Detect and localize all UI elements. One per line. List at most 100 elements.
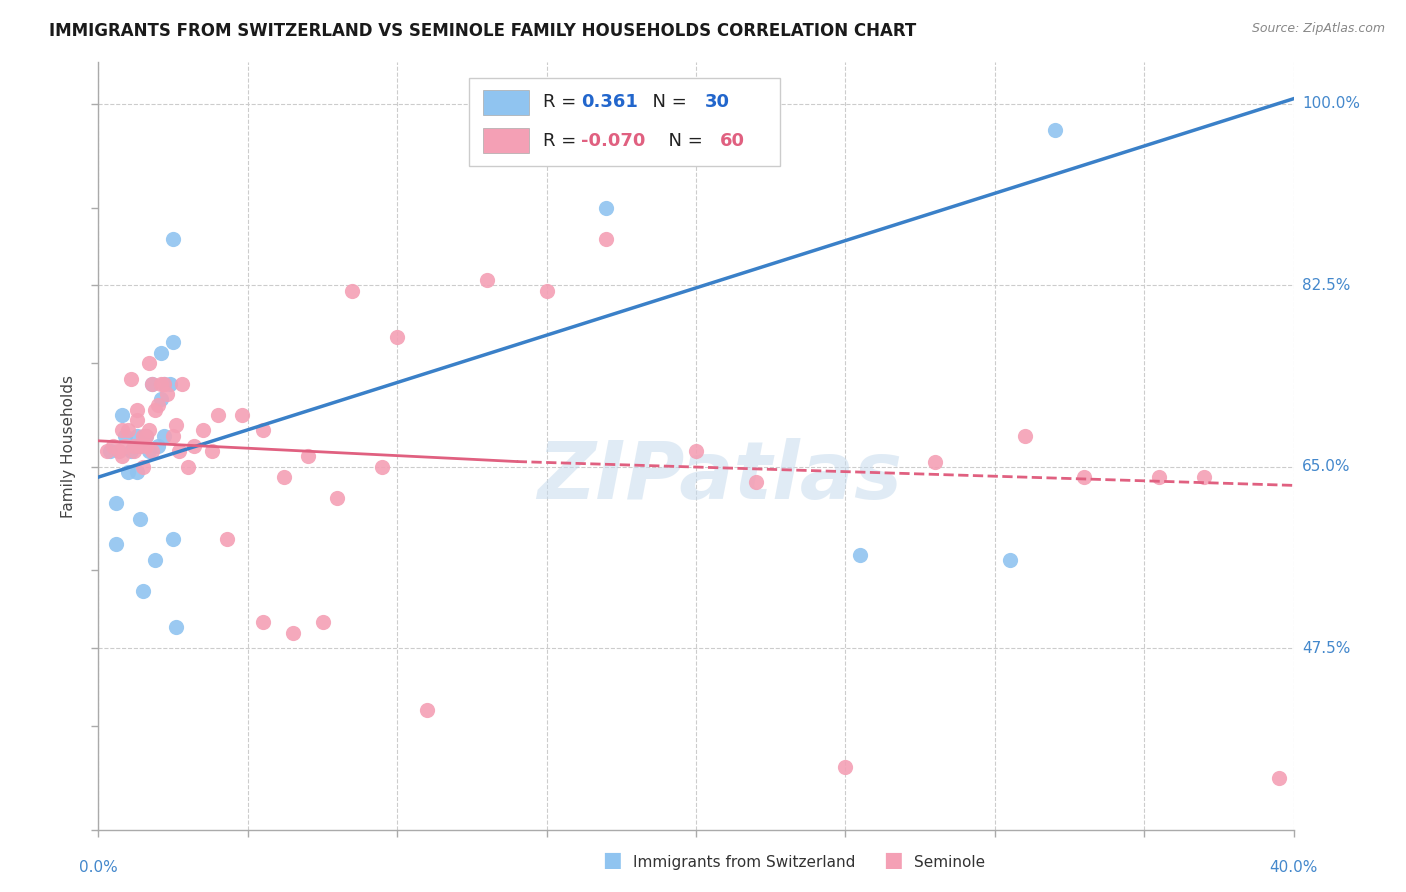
Point [172, 376, 194, 391]
Point [326, 491, 349, 505]
Point [1147, 470, 1170, 484]
Point [103, 439, 125, 453]
Point [105, 496, 128, 510]
FancyBboxPatch shape [484, 90, 529, 114]
Point [311, 615, 333, 630]
Point [129, 439, 152, 453]
Point [117, 424, 139, 438]
FancyBboxPatch shape [470, 78, 780, 166]
Point [150, 345, 173, 359]
Text: ZIPatlas: ZIPatlas [537, 438, 903, 516]
Point [162, 533, 184, 547]
Point [215, 533, 238, 547]
Point [138, 424, 160, 438]
Point [120, 371, 142, 385]
Point [191, 424, 214, 438]
Point [132, 584, 155, 599]
Point [177, 459, 200, 474]
Point [108, 444, 131, 458]
Point [595, 232, 617, 246]
Point [143, 553, 166, 567]
Point [1014, 428, 1036, 442]
Point [207, 408, 229, 422]
Point [153, 428, 176, 442]
Text: 0.361: 0.361 [581, 94, 638, 112]
Point [143, 402, 166, 417]
Point [385, 330, 409, 344]
Point [849, 548, 872, 562]
Point [252, 615, 274, 630]
Text: 30: 30 [704, 94, 730, 112]
Point [105, 537, 128, 551]
Point [162, 428, 184, 442]
Point [685, 444, 707, 458]
Text: R =: R = [543, 132, 582, 150]
Text: 60: 60 [720, 132, 745, 150]
Text: -0.070: -0.070 [581, 132, 645, 150]
Text: ■: ■ [883, 850, 903, 870]
Point [416, 703, 439, 717]
Point [141, 376, 163, 391]
Point [138, 356, 160, 370]
Text: N =: N = [657, 132, 709, 150]
Point [156, 387, 179, 401]
Point [153, 376, 176, 391]
Point [127, 465, 149, 479]
Point [153, 376, 176, 391]
Point [138, 444, 160, 458]
Point [1043, 123, 1066, 137]
Point [98, 444, 122, 458]
Point [1192, 470, 1215, 484]
Point [162, 335, 184, 350]
Point [132, 428, 155, 442]
Point [111, 424, 134, 438]
Point [595, 201, 617, 215]
Point [834, 760, 856, 774]
Point [273, 470, 295, 484]
Point [114, 428, 136, 442]
Point [1073, 470, 1095, 484]
Text: N =: N = [641, 94, 693, 112]
Point [536, 284, 558, 298]
Point [148, 398, 170, 412]
Point [129, 511, 152, 525]
Text: 47.5%: 47.5% [1302, 640, 1350, 656]
Text: 40.0%: 40.0% [1270, 860, 1317, 875]
Point [745, 475, 768, 490]
Point [342, 284, 364, 298]
Point [127, 413, 149, 427]
Point [165, 620, 187, 634]
Text: Immigrants from Switzerland: Immigrants from Switzerland [633, 855, 855, 870]
Text: 0.0%: 0.0% [79, 860, 118, 875]
Point [111, 450, 134, 464]
Point [135, 428, 157, 442]
Point [371, 459, 394, 474]
Point [150, 376, 173, 391]
Point [135, 428, 157, 442]
Point [150, 392, 173, 407]
Text: R =: R = [543, 94, 582, 112]
Text: 82.5%: 82.5% [1302, 277, 1350, 293]
Point [924, 454, 946, 468]
Text: 100.0%: 100.0% [1302, 96, 1360, 112]
Point [120, 444, 142, 458]
Point [124, 439, 146, 453]
Point [141, 376, 163, 391]
Point [96, 444, 118, 458]
Point [129, 439, 152, 453]
Point [124, 444, 146, 458]
Point [141, 444, 163, 458]
Point [127, 402, 149, 417]
Point [475, 273, 498, 287]
Point [183, 439, 205, 453]
Point [148, 439, 170, 453]
Point [998, 553, 1021, 567]
Point [167, 444, 190, 458]
Text: Seminole: Seminole [914, 855, 986, 870]
Point [117, 465, 139, 479]
Point [111, 408, 134, 422]
Point [159, 376, 181, 391]
Text: ■: ■ [602, 850, 621, 870]
Point [281, 625, 304, 640]
Point [231, 408, 253, 422]
